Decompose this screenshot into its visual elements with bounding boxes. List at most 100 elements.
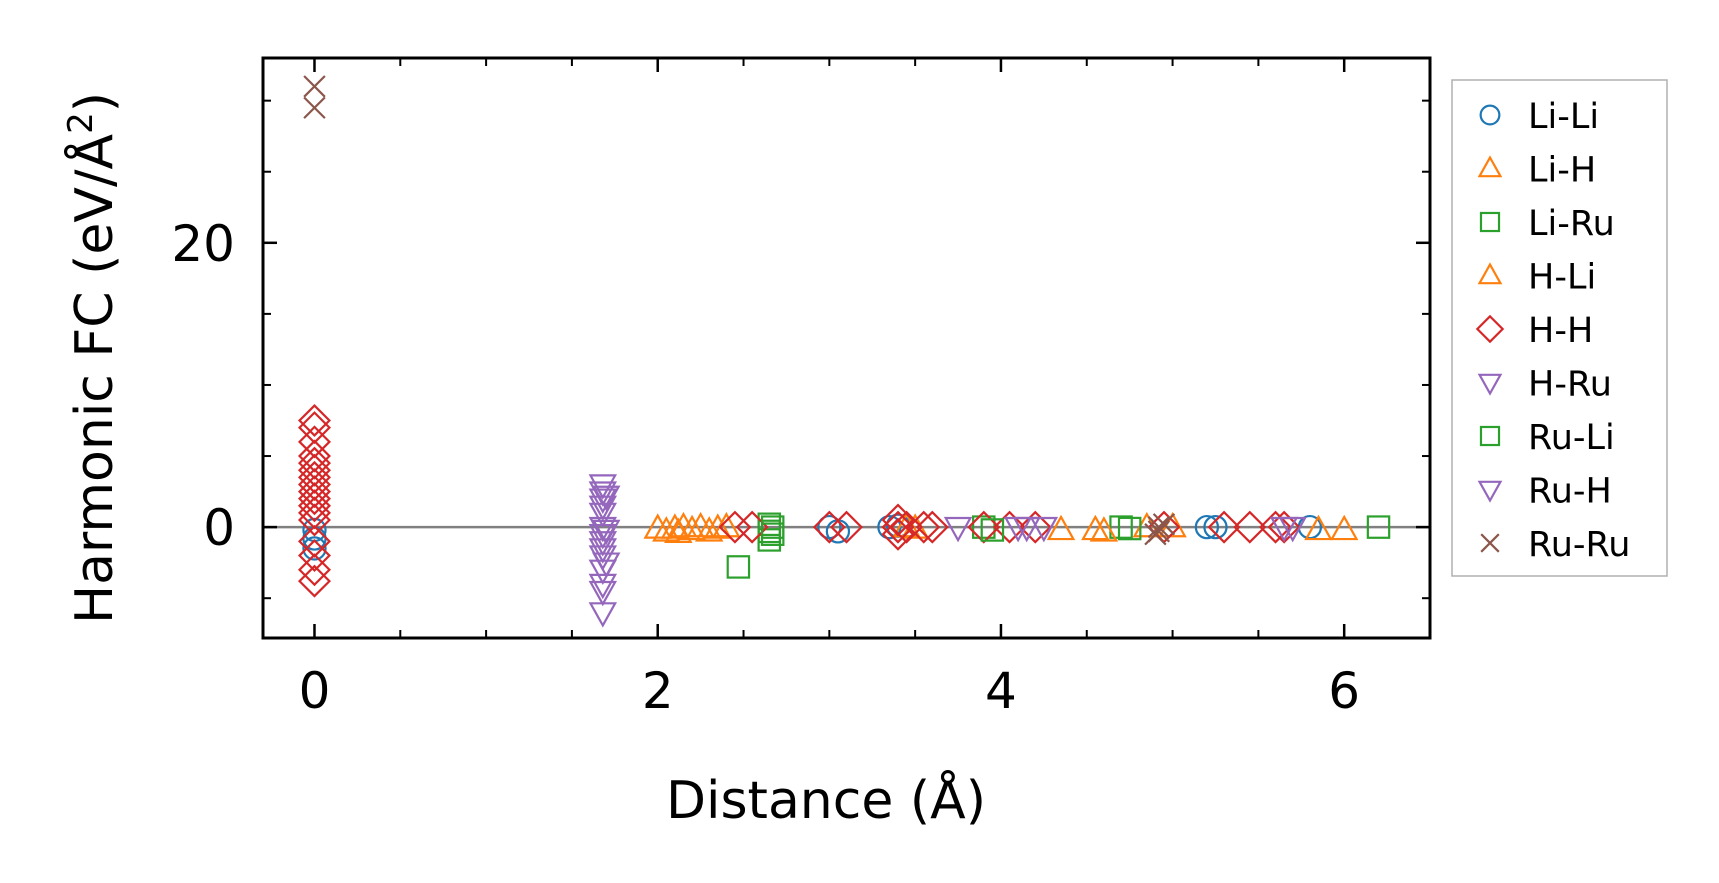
data-point (297, 553, 331, 587)
data-point (915, 510, 949, 544)
legend-item: H-Ru (1477, 365, 1612, 405)
data-point (669, 511, 698, 538)
data-point (297, 503, 331, 537)
data-point (297, 539, 331, 573)
data-point (588, 538, 618, 564)
data-point (588, 602, 618, 628)
data-point (943, 516, 973, 543)
series-h-li (643, 511, 1187, 544)
legend-label: Ru-H (1528, 472, 1612, 512)
data-point (757, 528, 782, 552)
data-point (694, 516, 724, 542)
legend-item: H-H (1475, 311, 1593, 351)
data-point (588, 516, 618, 543)
data-point (1203, 514, 1228, 540)
legend-marker (1479, 104, 1501, 126)
legend-item: Li-Li (1479, 97, 1599, 137)
axes: 0 2 4 6 0 20 (171, 56, 1432, 720)
legend-marker (1479, 211, 1501, 233)
data-point (302, 536, 327, 561)
data-point (1269, 516, 1299, 543)
x-tick-label: 6 (1328, 662, 1360, 720)
legend: Li-Li Li-H Li-Ru H-Li H-H H-Ru Ru-Li Ru-H Ru-Ru (1451, 79, 1668, 577)
data-point (297, 564, 331, 598)
legend-item: Ru-Ru (1480, 525, 1631, 565)
data-point (1081, 514, 1110, 541)
legend-item: Li-Ru (1479, 204, 1615, 244)
series-ru-li (760, 515, 1142, 546)
data-point (1018, 510, 1052, 544)
legend-marker (1477, 480, 1503, 503)
data-point (297, 403, 331, 438)
data-point (664, 517, 693, 544)
legend-marker (1475, 314, 1505, 344)
data-point (760, 522, 785, 546)
data-point (1089, 516, 1119, 542)
data-point (1144, 523, 1167, 546)
data-point (686, 511, 715, 538)
y-tick-label: 0 (203, 499, 235, 557)
data-point (1194, 514, 1220, 540)
data-point (592, 519, 621, 546)
y-tick-label: 20 (171, 215, 235, 273)
y-axis-label-close: ) (65, 92, 125, 112)
data-point (303, 96, 326, 119)
legend-label: H-Ru (1528, 365, 1612, 405)
data-point (297, 489, 331, 523)
y-axis-label-superscript: 2 (61, 112, 101, 134)
x-tick-label: 2 (642, 662, 674, 720)
data-point (1233, 510, 1267, 544)
legend-label: Ru-Li (1528, 418, 1615, 458)
legend-label: H-Li (1528, 258, 1596, 298)
data-point (812, 510, 846, 544)
legend-item: Ru-H (1477, 472, 1612, 512)
series-h-ru (588, 474, 1307, 628)
data-point (1304, 514, 1333, 541)
data-point (1147, 515, 1171, 539)
data-point (1259, 510, 1293, 544)
data-point (588, 488, 618, 514)
legend-marker (1477, 155, 1503, 178)
legend-item: Li-H (1477, 151, 1596, 191)
data-point (712, 511, 741, 538)
data-point (592, 485, 621, 512)
data-point (829, 510, 864, 544)
x-axis-label: Distance (Å) (666, 769, 986, 831)
data-point (588, 580, 618, 607)
data-point (588, 573, 618, 600)
data-point (588, 531, 618, 557)
data-point (1012, 516, 1041, 543)
y-axis-label: Harmonic FC (eV/Å2) (61, 92, 125, 624)
y-axis-label-main: Harmonic FC (eV/Å (63, 133, 125, 624)
data-point (1207, 510, 1241, 544)
x-tick-label: 4 (985, 662, 1017, 720)
data-point (1046, 514, 1076, 541)
data-point (643, 513, 672, 539)
legend-marker (1480, 533, 1500, 553)
data-point (881, 510, 915, 544)
data-point (967, 510, 1001, 544)
data-point (825, 519, 851, 544)
series-ru-ru (303, 75, 1176, 546)
data-point (297, 482, 331, 516)
data-point (1329, 514, 1359, 541)
legend-item: H-Li (1477, 258, 1596, 298)
x-tick-label: 0 (299, 662, 331, 720)
data-point (890, 510, 924, 544)
legend-item: Ru-Li (1479, 418, 1615, 458)
legend-label: Li-H (1528, 151, 1596, 191)
series-ru-h (592, 485, 1299, 578)
legend-label: H-H (1528, 311, 1593, 351)
data-marks (297, 75, 1391, 628)
data-point (677, 514, 707, 541)
legend-marker (1477, 262, 1503, 285)
series-h-h (297, 403, 1301, 598)
data-point (993, 510, 1027, 544)
data-point (1366, 515, 1391, 539)
legend-label: Li-Li (1528, 97, 1599, 137)
legend-label: Ru-Ru (1528, 525, 1631, 565)
data-point (881, 517, 915, 551)
data-point (1029, 516, 1059, 543)
data-point (726, 555, 751, 579)
